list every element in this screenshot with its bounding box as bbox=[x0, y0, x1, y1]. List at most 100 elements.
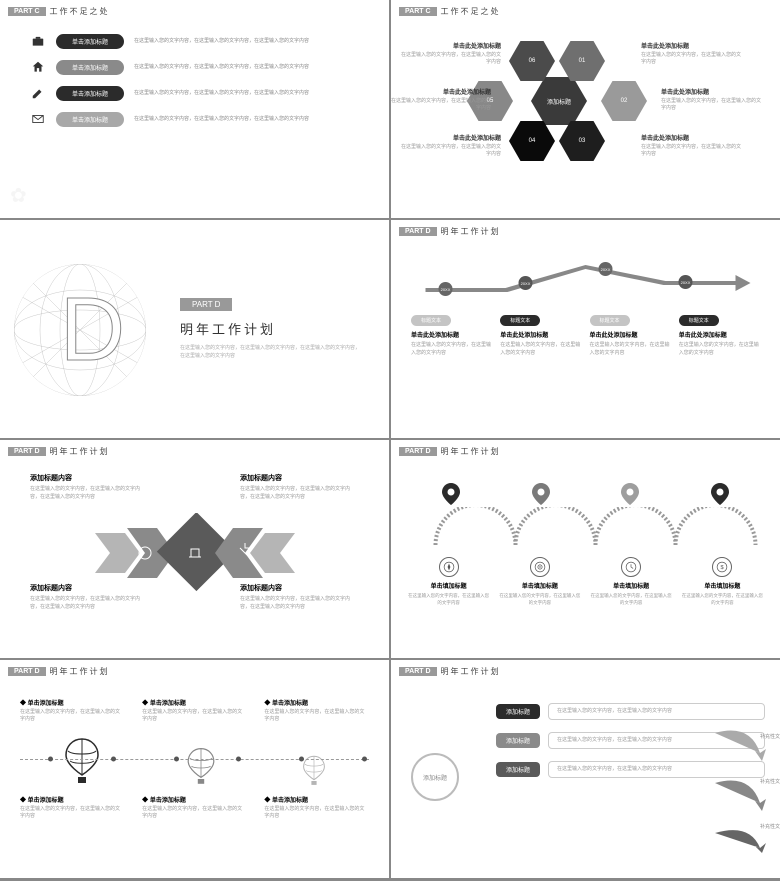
text-block: 添加标题内容在这里输入您的文字内容，在这里输入您的文字内容，在这里输入您的文字内… bbox=[30, 583, 140, 611]
text-block: ◆ 单击添加标题在这里输入您的文字内容，在这里输入您的文字内容 bbox=[20, 698, 125, 723]
target-icon bbox=[530, 557, 550, 577]
header-title: 工作不足之处 bbox=[50, 6, 110, 17]
header-title: 明年工作计划 bbox=[441, 226, 501, 237]
pill-button[interactable]: 单击添加标题 bbox=[56, 60, 124, 75]
map-pin-icon bbox=[621, 483, 639, 505]
list-item: 单击添加标题 在这里输入您的文字内容，在这里输入您的文字内容，在这里输入您的文字… bbox=[30, 59, 359, 75]
slide-8: PART D明年工作计划 添加标题 添加标题在这里输入您的文字内容，在这里输入您… bbox=[391, 660, 780, 878]
column-desc: 在这里输入您的文字内容，在这里输入您的文字内容 bbox=[679, 342, 760, 357]
map-pin-icon bbox=[442, 483, 460, 505]
chevron-diagram bbox=[95, 513, 295, 593]
section-title: 明年工作计划 bbox=[180, 319, 360, 338]
slide-2: PART C 工作不足之处 添加标题01 单击此处添加标题在这里输入您的文字内容，在… bbox=[391, 0, 780, 218]
hex-node: 01 bbox=[559, 41, 605, 81]
text-block: 添加标题内容在这里输入您的文字内容，在这里输入您的文字内容，在这里输入您的文字内… bbox=[240, 583, 350, 611]
balloon-icon bbox=[301, 755, 327, 789]
timeline-dot bbox=[362, 757, 367, 762]
part-tag: PART D bbox=[399, 667, 437, 676]
part-tag: PART D bbox=[399, 447, 437, 456]
slide-7: PART D明年工作计划 ◆ 单击添加标题在这里输入您的文字内容，在这里输入您的… bbox=[0, 660, 389, 878]
slide-1: PART C 工作不足之处 单击添加标题 在这里输入您的文字内容，在这里输入您的… bbox=[0, 0, 389, 218]
hex-node: 03 bbox=[559, 121, 605, 161]
text-block: 添加标题内容在这里输入您的文字内容，在这里输入您的文字内容，在这里输入您的文字内… bbox=[30, 473, 140, 501]
arch-item: 单击填加标题在这里输入您的文字内容，在这里输入您的文字内容 bbox=[497, 557, 582, 607]
slide-3: D PART D 明年工作计划 在这里输入您的文字内容，在这里输入您的文字内容，… bbox=[0, 220, 389, 438]
part-tag: PART D bbox=[8, 447, 46, 456]
pill-button[interactable]: 单击添加标题 bbox=[56, 34, 124, 49]
pencil-icon bbox=[30, 85, 46, 101]
column-desc: 在这里输入您的文字内容，在这里输入您的文字内容 bbox=[500, 342, 581, 357]
hex-label: 单击此处添加标题在这里输入您的文字内容，在这里输入您的文字内容 bbox=[641, 133, 741, 158]
column-tag: 标题文本 bbox=[411, 315, 451, 326]
mail-icon bbox=[30, 111, 46, 127]
side-label: 补充性文字 bbox=[760, 823, 780, 830]
svg-text:20XX: 20XX bbox=[601, 267, 611, 272]
hex-label: 单击此处添加标题在这里输入您的文字内容，在这里输入您的文字内容 bbox=[641, 41, 741, 66]
header-title: 明年工作计划 bbox=[50, 446, 110, 457]
pill-button[interactable]: 单击添加标题 bbox=[56, 86, 124, 101]
globe-wireframe-icon: D bbox=[10, 260, 150, 400]
item-desc: 在这里输入您的文字内容，在这里输入您的文字内容，在这里输入您的文字内容 bbox=[134, 115, 309, 123]
hex-label: 单击此处添加标题在这里输入您的文字内容，在这里输入您的文字内容 bbox=[401, 133, 501, 158]
text-block: ◆ 单击添加标题在这里输入您的文字内容，在这里输入您的文字内容 bbox=[264, 698, 369, 723]
text-block: ◆ 单击添加标题在这里输入您的文字内容，在这里输入您的文字内容 bbox=[20, 795, 125, 820]
side-label: 补充性文字 bbox=[760, 778, 780, 785]
header-title: 明年工作计划 bbox=[441, 446, 501, 457]
column-title: 单击此处添加标题 bbox=[411, 330, 492, 339]
column-desc: 在这里输入您的文字内容，在这里输入您的文字内容 bbox=[590, 342, 671, 357]
column-tag: 标题文本 bbox=[500, 315, 540, 326]
briefcase-icon bbox=[30, 33, 46, 49]
dollar-icon: $ bbox=[712, 557, 732, 577]
column-desc: 在这里输入您的文字内容，在这里输入您的文字内容 bbox=[411, 342, 492, 357]
timeline-column: 标题文本单击此处添加标题在这里输入您的文字内容，在这里输入您的文字内容 bbox=[679, 315, 760, 357]
part-tag: PART C bbox=[399, 7, 437, 16]
hex-label: 单击此处添加标题在这里输入您的文字内容，在这里输入您的文字内容 bbox=[661, 87, 761, 112]
timeline-dot bbox=[299, 757, 304, 762]
text-block: 添加标题内容在这里输入您的文字内容，在这里输入您的文字内容，在这里输入您的文字内… bbox=[240, 473, 350, 501]
hex-label: 单击此处添加标题在这里输入您的文字内容，在这里输入您的文字内容 bbox=[401, 41, 501, 66]
column-title: 单击此处添加标题 bbox=[500, 330, 581, 339]
hub-circle: 添加标题 bbox=[411, 753, 459, 801]
part-tag: PART D bbox=[399, 227, 437, 236]
timeline-dot bbox=[174, 757, 179, 762]
hex-center: 添加标题 bbox=[531, 77, 587, 125]
map-pin-icon bbox=[532, 483, 550, 505]
section-part-label: PART D bbox=[180, 298, 232, 311]
balloon-icon bbox=[185, 747, 217, 789]
compass-icon bbox=[439, 557, 459, 577]
text-block: ◆ 单击添加标题在这里输入您的文字内容，在这里输入您的文字内容 bbox=[264, 795, 369, 820]
hex-node: 02 bbox=[601, 81, 647, 121]
timeline-column: 标题文本单击此处添加标题在这里输入您的文字内容，在这里输入您的文字内容 bbox=[590, 315, 671, 357]
header-title: 工作不足之处 bbox=[441, 6, 501, 17]
timeline-dot bbox=[236, 757, 241, 762]
arch-path bbox=[406, 507, 765, 547]
timeline-dot bbox=[111, 757, 116, 762]
list-item: 单击添加标题 在这里输入您的文字内容，在这里输入您的文字内容，在这里输入您的文字… bbox=[30, 85, 359, 101]
column-title: 单击此处添加标题 bbox=[679, 330, 760, 339]
item-desc: 在这里输入您的文字内容，在这里输入您的文字内容，在这里输入您的文字内容 bbox=[134, 37, 309, 45]
svg-text:20XX: 20XX bbox=[521, 281, 531, 286]
arch-item: 单击填加标题在这里输入您的文字内容，在这里输入您的文字内容 bbox=[589, 557, 674, 607]
section-desc: 在这里输入您的文字内容，在这里输入您的文字内容，在这里输入您的文字内容，在这里输… bbox=[180, 344, 360, 360]
pill-button[interactable]: 单击添加标题 bbox=[56, 112, 124, 127]
part-tag: PART C bbox=[8, 7, 46, 16]
text-block: ◆ 单击添加标题在这里输入您的文字内容，在这里输入您的文字内容 bbox=[142, 698, 247, 723]
list-item: 单击添加标题 在这里输入您的文字内容，在这里输入您的文字内容，在这里输入您的文字… bbox=[30, 33, 359, 49]
header-title: 明年工作计划 bbox=[50, 666, 110, 677]
item-desc: 在这里输入您的文字内容，在这里输入您的文字内容，在这里输入您的文字内容 bbox=[134, 63, 309, 71]
slide-4: PART D明年工作计划 20XX 20XX 20XX 20XX 标题文本单击此… bbox=[391, 220, 780, 438]
timeline-dot bbox=[48, 757, 53, 762]
timeline-column: 标题文本单击此处添加标题在这里输入您的文字内容，在这里输入您的文字内容 bbox=[411, 315, 492, 357]
svg-text:$: $ bbox=[721, 565, 725, 571]
svg-text:D: D bbox=[60, 280, 125, 380]
slide-5: PART D 明年工作计划 添加标题内容在这里输入您的文字内容，在这里输入您的文字… bbox=[0, 440, 389, 658]
slide-header: PART C 工作不足之处 bbox=[0, 0, 389, 23]
arch-item: 单击填加标题在这里输入您的文字内容，在这里输入您的文字内容 bbox=[406, 557, 491, 607]
svg-text:20XX: 20XX bbox=[681, 280, 691, 285]
header-title: 明年工作计划 bbox=[441, 666, 501, 677]
column-tag: 标题文本 bbox=[679, 315, 719, 326]
hex-label: 单击此处添加标题在这里输入您的文字内容，在这里输入您的文字内容 bbox=[391, 87, 491, 112]
clock-icon bbox=[621, 557, 641, 577]
column-title: 单击此处添加标题 bbox=[590, 330, 671, 339]
timeline-arrow: 20XX 20XX 20XX 20XX bbox=[411, 253, 760, 303]
